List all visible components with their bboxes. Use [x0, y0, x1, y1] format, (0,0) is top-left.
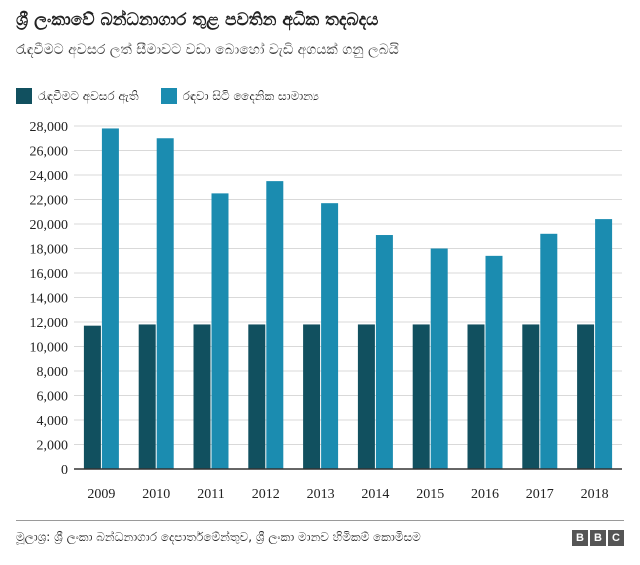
bar-allowed [467, 324, 485, 469]
legend-item-daily-average: රඳවා සිටි දෛනික සාමාන්‍ය [160, 88, 319, 104]
y-tick-label: 18,000 [30, 243, 69, 258]
y-tick-label: 0 [61, 463, 68, 478]
chart-title: ශ්‍රී ලංකාවේ බන්ධනාගාර තුළ පවතින අධික තද… [16, 10, 379, 30]
bar-daily-average [485, 255, 503, 469]
x-tick-label: 2018 [581, 487, 609, 502]
x-tick-label: 2009 [87, 487, 115, 502]
bar-allowed [522, 324, 540, 469]
y-tick-label: 16,000 [30, 267, 69, 282]
bar-daily-average [156, 138, 174, 469]
y-tick-label: 8,000 [37, 365, 69, 380]
x-tick-label: 2014 [361, 487, 389, 502]
source-note: මූලාශ්‍ර: ශ්‍රී ලංකා බන්ධනාගාර දෙපාර්තමේ… [16, 530, 421, 544]
y-tick-label: 4,000 [37, 414, 69, 429]
legend-item-allowed: රැඳවීමට අවසර ඇති [16, 88, 139, 104]
bar-chart: 0 2,000 4,000 6,000 8,000 10,000 12,000 14,000 1… [30, 120, 622, 502]
legend-swatch-allowed [16, 88, 32, 104]
y-tick-label: 20,000 [30, 218, 69, 233]
x-tick-label: 2012 [252, 487, 280, 502]
bar-allowed [357, 324, 375, 469]
x-tick-label: 2011 [197, 487, 224, 502]
bar-daily-average [375, 235, 393, 469]
bar-daily-average [321, 203, 339, 470]
x-tick-label: 2010 [142, 487, 170, 502]
bar-allowed [577, 324, 595, 469]
legend-label-daily-average: රඳවා සිටි දෛනික සාමාන්‍ය [182, 88, 319, 103]
legend-label-allowed: රැඳවීමට අවසර ඇති [38, 88, 139, 103]
bbc-logo: B B C [570, 530, 624, 546]
y-tick-label: 12,000 [30, 316, 69, 331]
y-tick-label: 2,000 [37, 439, 69, 454]
bar-allowed [138, 324, 156, 469]
bar-allowed [193, 324, 211, 469]
legend-swatch-daily-average [160, 88, 177, 104]
x-tick-label: 2016 [471, 487, 499, 502]
chart-subtitle: රැඳවීමට අවසර ලත් සීමාවට වඩා බොහෝ වැඩි අග… [16, 42, 399, 58]
y-tick-label: 10,000 [30, 341, 69, 356]
bar-daily-average [430, 248, 448, 469]
y-tick-label: 24,000 [30, 169, 69, 184]
y-tick-label: 14,000 [30, 292, 69, 307]
bar-allowed [248, 324, 266, 469]
y-tick-label: 28,000 [30, 120, 69, 135]
bar-daily-average [101, 128, 119, 469]
legend: රැඳවීමට අවසර ඇති රඳවා සිටි දෛනික සාමාන්‍… [16, 86, 341, 106]
bar-allowed [303, 324, 321, 469]
y-tick-label: 22,000 [30, 194, 69, 209]
y-tick-label: 26,000 [30, 145, 69, 160]
y-tick-label: 6,000 [37, 390, 69, 405]
bar-daily-average [211, 193, 229, 469]
x-tick-label: 2017 [526, 487, 554, 502]
x-tick-label: 2015 [416, 487, 444, 502]
bar-allowed [412, 324, 430, 469]
bar-allowed [83, 325, 101, 469]
logo-letter: B [572, 530, 588, 546]
x-tick-label: 2013 [307, 487, 335, 502]
logo-letter: C [608, 530, 624, 546]
logo-letter: B [590, 530, 606, 546]
footer-divider [16, 520, 624, 521]
bar-daily-average [540, 233, 558, 469]
bar-daily-average [266, 181, 284, 469]
bar-daily-average [595, 219, 613, 469]
